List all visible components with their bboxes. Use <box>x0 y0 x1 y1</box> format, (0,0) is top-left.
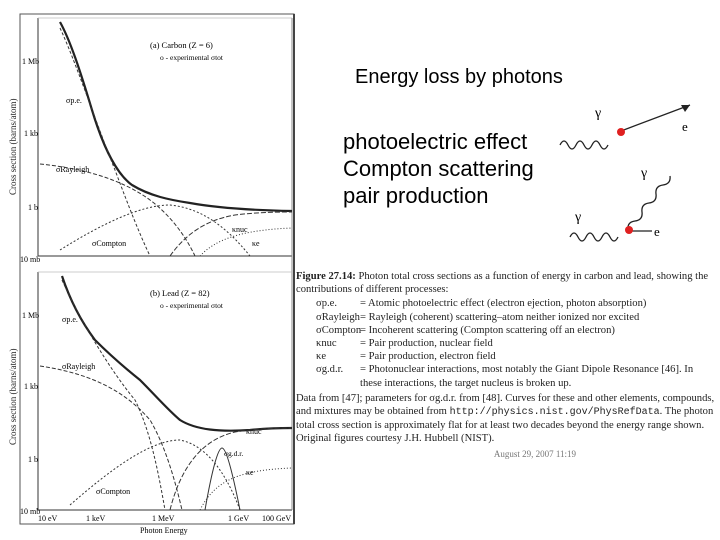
x-axis-label: Photon Energy <box>140 526 188 535</box>
label-a-compton: σCompton <box>92 239 126 248</box>
legend-sym-pe: σp.e. <box>316 298 338 310</box>
label-b-gdr: σg.d.r. <box>224 449 243 458</box>
curve-a-rayleigh <box>39 163 196 257</box>
caption-label: Figure 27.14: <box>296 271 356 282</box>
vertex-dot-2 <box>625 226 633 234</box>
legend-row: σp.e. = Atomic photoelectric effect (elec… <box>296 297 716 310</box>
process-list: photoelectric effect Compton scattering … <box>343 128 534 209</box>
curve-a-knuc <box>169 211 293 257</box>
x-tick-1mev: 1 MeV <box>152 514 175 523</box>
tick-b-1b: 1 b <box>28 455 38 464</box>
caption-source-2: . The photon total cross section is appr… <box>296 406 714 445</box>
curve-b-compton <box>69 439 241 511</box>
x-tick-1gev: 1 GeV <box>228 514 249 523</box>
legend-desc-rayleigh: = Rayleigh (coherent) scattering–atom ne… <box>360 311 640 323</box>
x-tick-100gev: 100 GeV <box>262 514 291 523</box>
label-b-ke: κe <box>246 468 254 477</box>
legend-row: κe = Pair production, electron field <box>296 350 716 363</box>
caption-source-1: Data from [47]; parameters for σg.d.r. f… <box>296 392 715 418</box>
panel-a-legend: o - experimental σtot <box>160 53 224 62</box>
caption-text: Photon total cross sections as a functio… <box>296 271 709 296</box>
legend-sym-gdr: σg.d.r. <box>316 364 344 376</box>
legend-desc-pe: = Atomic photoelectric effect (electron … <box>360 298 647 310</box>
label-a-knuc: κnuc <box>232 225 248 234</box>
tick-a-1kb: 1 kb <box>24 129 38 138</box>
electron-label-1: e <box>682 119 688 134</box>
panel-b-legend: o - experimental σtot <box>160 301 224 310</box>
legend-sym-compton: σCompton <box>316 324 362 336</box>
label-b-knuc: κnuc <box>246 427 262 436</box>
bullet-pair-production: pair production <box>343 183 489 208</box>
x-tick-1kev: 1 keV <box>86 514 106 523</box>
label-a-ke: κe <box>252 239 260 248</box>
label-b-compton: σCompton <box>96 487 130 496</box>
x-tick-10ev: 10 eV <box>38 514 58 523</box>
legend-desc-gdr: = Photonuclear interactions, most notabl… <box>360 364 694 389</box>
curve-a-total <box>59 21 293 213</box>
tick-a-1mb: 1 Mb <box>22 57 39 66</box>
gamma-label-2: γ <box>574 210 581 225</box>
legend-row: κnuc = Pair production, nuclear field <box>296 337 716 350</box>
gamma-label-3: γ <box>640 166 647 181</box>
curve-b-gdr <box>204 447 241 511</box>
curve-b-pe <box>61 279 166 511</box>
cross-section-figure: Cross section (barns/atom) Cross section… <box>8 13 295 535</box>
label-b-pe: σp.e. <box>62 315 78 324</box>
curve-b-ke <box>199 467 293 511</box>
tick-b-1kb: 1 kb <box>24 382 38 391</box>
slide-title: Energy loss by photons <box>355 66 563 88</box>
electron-label-2: e <box>654 224 660 239</box>
legend-row: σg.d.r. = Photonuclear interactions, most… <box>296 363 716 389</box>
bullet-photoelectric: photoelectric effect <box>343 129 528 154</box>
y-axis-label-b: Cross section (barns/atom) <box>8 349 18 445</box>
process-legend: σp.e. = Atomic photoelectric effect (elec… <box>296 297 716 389</box>
caption-intro: Figure 27.14: Photon total cross section… <box>296 270 716 296</box>
caption-source: Data from [47]; parameters for σg.d.r. f… <box>296 392 716 446</box>
tick-b-10mb: 10 mb <box>20 507 40 516</box>
curve-b-knuc <box>169 427 293 511</box>
label-a-rayleigh: σRayleigh <box>56 165 89 174</box>
y-axis-label-a: Cross section (barns/atom) <box>8 99 18 195</box>
legend-desc-compton: = Incoherent scattering (Compton scatter… <box>360 324 615 336</box>
curve-b-total <box>60 275 293 432</box>
bullet-compton: Compton scattering <box>343 156 534 181</box>
panel-b-title: (b) Lead (Z = 82) <box>150 288 210 298</box>
tick-a-1b: 1 b <box>28 203 38 212</box>
electron-line-1 <box>620 104 691 132</box>
tick-b-1mb: 1 Mb <box>22 311 39 320</box>
panel-a-title: (a) Carbon (Z = 6) <box>150 40 213 50</box>
tick-a-10mb: 10 mb <box>20 255 40 264</box>
curve-a-compton <box>59 204 251 257</box>
legend-desc-knuc: = Pair production, nuclear field <box>360 338 493 350</box>
figure-caption: Figure 27.14: Photon total cross section… <box>296 270 716 459</box>
photon-wave-3 <box>627 175 671 231</box>
vertex-dot-1 <box>617 128 625 136</box>
label-a-pe: σp.e. <box>66 96 82 105</box>
gamma-label-1: γ <box>594 106 601 121</box>
legend-row: σRayleigh = Rayleigh (coherent) scatterin… <box>296 311 716 324</box>
label-b-rayleigh: σRayleigh <box>62 362 95 371</box>
photon-wave-2 <box>569 232 619 242</box>
legend-sym-knuc: κnuc <box>316 338 337 350</box>
legend-sym-ke: κe <box>316 351 327 363</box>
electron-arrow-1 <box>681 105 690 112</box>
legend-desc-ke: = Pair production, electron field <box>360 351 496 363</box>
photon-wave-1 <box>559 140 609 150</box>
interaction-sketches: γ e γ γ e <box>559 104 691 242</box>
curve-a-pe <box>59 27 151 257</box>
legend-row: σCompton = Incoherent scattering (Compton… <box>296 324 716 337</box>
nist-url: http://physics.nist.gov/PhysRefData <box>449 407 660 419</box>
date-stamp: August 29, 2007 11:19 <box>493 449 576 460</box>
legend-sym-rayleigh: σRayleigh <box>316 311 360 323</box>
curve-b-rayleigh <box>39 365 183 511</box>
